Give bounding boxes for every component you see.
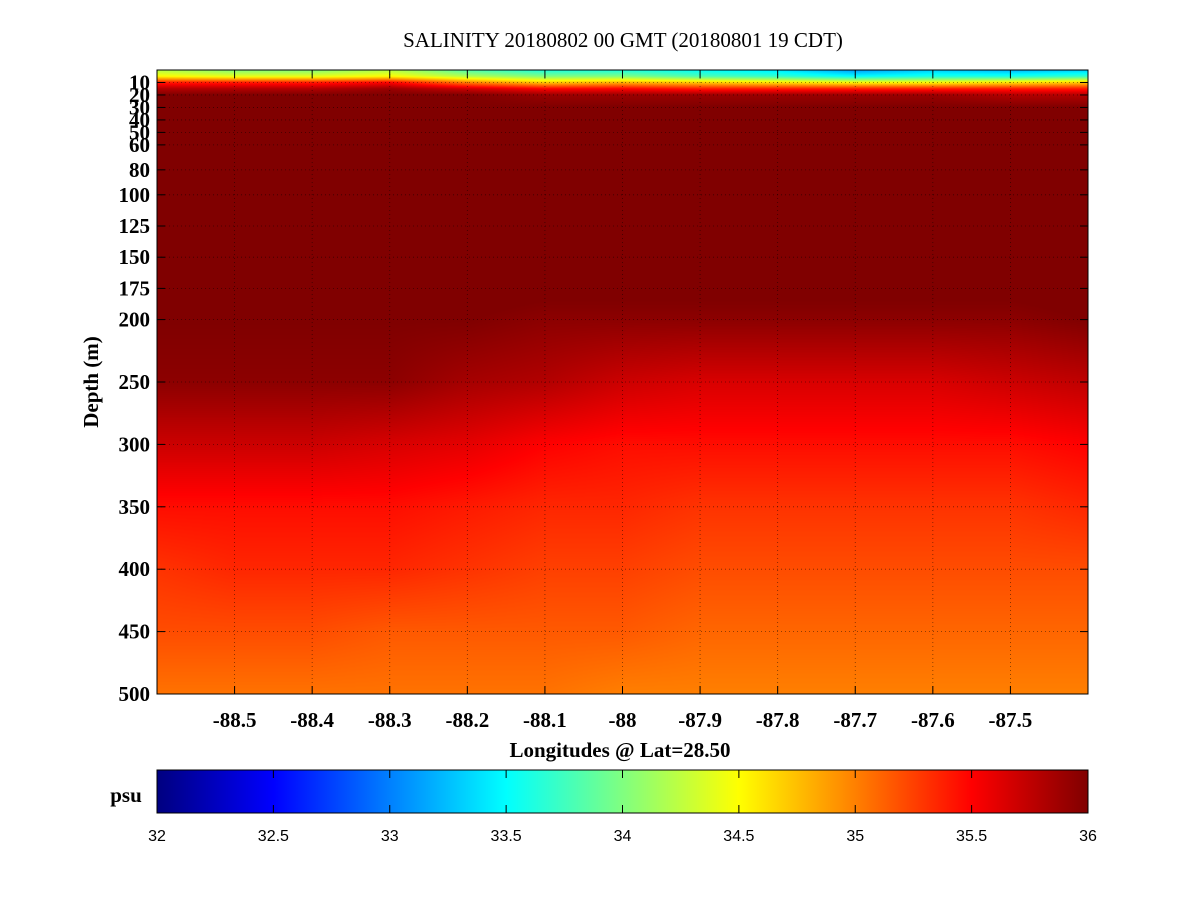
x-tick-label: -87.8 [756,708,800,732]
y-tick-label: 60 [129,133,150,157]
y-tick-label: 80 [129,158,150,182]
x-tick-label: -87.6 [911,708,955,732]
y-axis-label: Depth (m) [79,336,103,428]
colorbar: psu 32 32.5 33 33.5 34 34.5 35 35.5 36 [110,769,1097,845]
colorbar-ticks: 32 32.5 33 33.5 34 34.5 35 35.5 36 [148,770,1097,845]
x-tick-label: -88.2 [445,708,489,732]
x-tick-label: -88.4 [290,708,334,732]
colorbar-tick-label: 32 [148,828,166,845]
y-tick-label: 30 [129,95,150,119]
x-tick-label: -87.9 [678,708,722,732]
colorbar-tick-label: 33.5 [491,828,522,845]
colorbar-tick-label: 34.5 [723,828,754,845]
x-tick-label: -87.5 [989,708,1033,732]
y-tick-label: 50 [129,120,150,144]
y-tick-label: 200 [119,308,151,332]
y-tick-label: 175 [119,276,151,300]
x-tick-label: -88 [609,708,637,732]
x-tick-label: -87.7 [833,708,877,732]
y-tick-label: 300 [119,432,151,456]
y-tick-label: 400 [119,557,151,581]
y-tick-label: 150 [119,245,151,269]
colorbar-tick-label: 34 [614,828,632,845]
y-tick-label: 250 [119,370,151,394]
heatmap-plot-area: -88.5 -88.4 -88.3 -88.2 -88.1 -88 -87.9 -87.8 -8… [119,69,1089,732]
y-tick-label: 125 [119,214,151,238]
y-tick-label: 100 [119,183,151,207]
y-tick-label: 10 [129,70,150,94]
colorbar-label: psu [110,783,142,807]
chart-title: SALINITY 20180802 00 GMT (20180801 19 CD… [403,28,843,52]
x-axis-ticks: -88.5 -88.4 -88.3 -88.2 -88.1 -88 -87.9 -87.8 -8… [213,70,1033,732]
colorbar-tick-label: 35.5 [956,828,987,845]
y-tick-label: 350 [119,495,151,519]
x-tick-label: -88.3 [368,708,412,732]
x-tick-label: -88.5 [213,708,257,732]
y-tick-label: 20 [129,83,150,107]
colorbar-tick-label: 33 [381,828,399,845]
y-tick-label: 500 [119,682,151,706]
colorbar-tick-label: 35 [846,828,864,845]
grid-lines [157,70,1088,695]
x-tick-label: -88.1 [523,708,567,732]
colorbar-tick-label: 36 [1079,828,1097,845]
y-tick-label: 40 [129,108,150,132]
x-axis-label: Longitudes @ Lat=28.50 [509,738,730,762]
y-tick-label: 450 [119,620,151,644]
colorbar-tick-label: 32.5 [258,828,289,845]
